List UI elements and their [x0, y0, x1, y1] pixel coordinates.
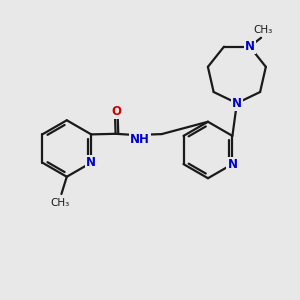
Text: NH: NH	[130, 133, 150, 146]
Text: CH₃: CH₃	[50, 198, 70, 208]
Text: N: N	[232, 97, 242, 110]
Text: N: N	[86, 156, 96, 169]
Text: CH₃: CH₃	[253, 25, 272, 35]
Text: O: O	[111, 105, 121, 118]
Text: N: N	[245, 40, 255, 53]
Text: N: N	[227, 158, 237, 171]
